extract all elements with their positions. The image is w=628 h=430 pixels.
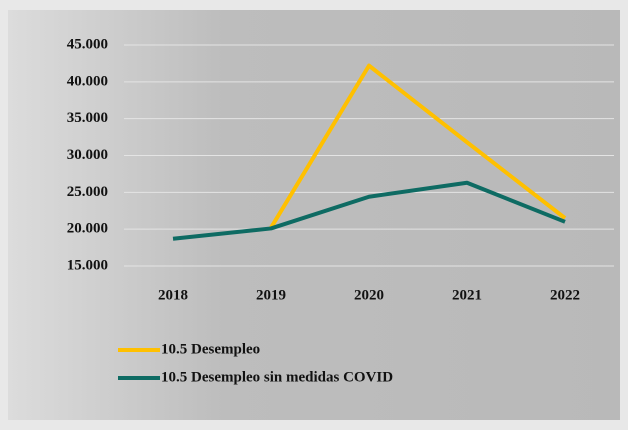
x-tick-label: 2022	[550, 287, 580, 303]
y-tick-label: 15.000	[67, 257, 108, 273]
x-tick-label: 2020	[354, 287, 384, 303]
y-tick-label: 35.000	[67, 110, 108, 126]
x-tick-label: 2021	[452, 287, 482, 303]
y-tick-label: 20.000	[67, 221, 108, 237]
line-series	[172, 180, 566, 241]
y-tick-label: 45.000	[67, 36, 108, 52]
legend-label: 10.5 Desempleo	[161, 341, 260, 357]
line-series	[269, 63, 567, 229]
x-tick-label: 2018	[158, 287, 188, 303]
y-tick-label: 25.000	[67, 184, 108, 200]
y-tick-label: 40.000	[67, 73, 108, 89]
x-tick-label: 2019	[256, 287, 286, 303]
legend-label: 10.5 Desempleo sin medidas COVID	[161, 369, 393, 385]
y-tick-label: 30.000	[67, 147, 108, 163]
